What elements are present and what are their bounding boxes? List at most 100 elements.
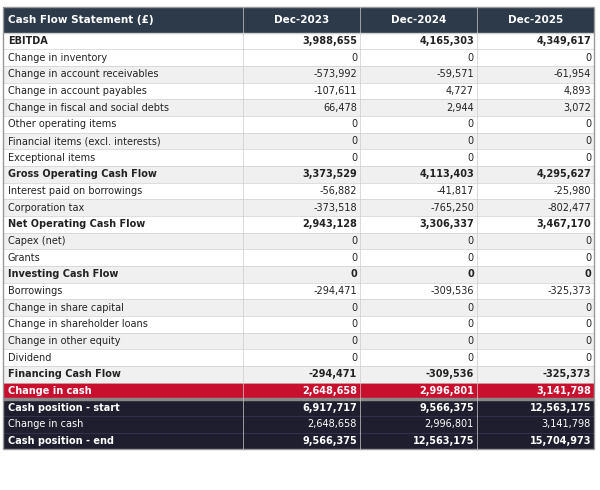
Text: Exceptional items: Exceptional items	[8, 153, 95, 163]
Text: Financing Cash Flow: Financing Cash Flow	[8, 369, 121, 379]
Text: -59,571: -59,571	[436, 70, 474, 79]
Text: -41,817: -41,817	[437, 186, 474, 196]
Text: Capex (net): Capex (net)	[8, 236, 65, 246]
Text: Change in fiscal and social debts: Change in fiscal and social debts	[8, 103, 169, 113]
Text: Interest paid on borrowings: Interest paid on borrowings	[8, 186, 142, 196]
Text: Gross Operating Cash Flow: Gross Operating Cash Flow	[8, 170, 157, 179]
Bar	[3, 116, 594, 133]
Text: 3,141,798: 3,141,798	[542, 419, 591, 429]
Text: 0: 0	[585, 336, 591, 346]
Text: 0: 0	[468, 253, 474, 263]
Text: -325,373: -325,373	[543, 369, 591, 379]
Text: EBITDA: EBITDA	[8, 36, 47, 46]
Bar	[3, 433, 594, 449]
Bar	[3, 83, 594, 99]
Text: -309,536: -309,536	[430, 286, 474, 296]
Text: 0: 0	[351, 253, 357, 263]
Text: Change in other equity: Change in other equity	[8, 336, 120, 346]
Text: Change in share capital: Change in share capital	[8, 303, 124, 313]
Bar	[3, 366, 594, 383]
Text: 0: 0	[585, 319, 591, 329]
Text: -309,536: -309,536	[426, 369, 474, 379]
Bar	[3, 399, 594, 416]
Text: 6,917,717: 6,917,717	[302, 403, 357, 413]
Text: Change in account payables: Change in account payables	[8, 86, 146, 96]
Text: 3,306,337: 3,306,337	[419, 220, 474, 229]
Text: 0: 0	[351, 353, 357, 363]
Text: 4,349,617: 4,349,617	[536, 36, 591, 46]
Text: Change in account receivables: Change in account receivables	[8, 70, 158, 79]
Text: 2,648,658: 2,648,658	[308, 419, 357, 429]
Text: Other operating items: Other operating items	[8, 120, 116, 129]
Bar	[3, 7, 594, 33]
Text: Change in inventory: Change in inventory	[8, 53, 107, 63]
Bar	[3, 33, 594, 49]
Text: -294,471: -294,471	[309, 369, 357, 379]
Bar	[3, 299, 594, 316]
Text: 0: 0	[584, 270, 591, 279]
Text: Cash position - end: Cash position - end	[8, 436, 114, 446]
Bar	[3, 183, 594, 199]
Text: 0: 0	[468, 153, 474, 163]
Text: 0: 0	[585, 236, 591, 246]
Text: -294,471: -294,471	[313, 286, 357, 296]
Text: Cash position - start: Cash position - start	[8, 403, 119, 413]
Text: Net Operating Cash Flow: Net Operating Cash Flow	[8, 220, 145, 229]
Bar	[3, 266, 594, 283]
Text: 2,996,801: 2,996,801	[425, 419, 474, 429]
Text: 0: 0	[467, 270, 474, 279]
Text: 3,373,529: 3,373,529	[302, 170, 357, 179]
Bar	[3, 216, 594, 233]
Text: 3,467,170: 3,467,170	[536, 220, 591, 229]
Text: 0: 0	[351, 153, 357, 163]
Text: 0: 0	[468, 319, 474, 329]
Text: -25,980: -25,980	[554, 186, 591, 196]
Text: 0: 0	[585, 136, 591, 146]
Text: 0: 0	[468, 136, 474, 146]
Text: Dec-2024: Dec-2024	[391, 15, 446, 25]
Text: 0: 0	[468, 336, 474, 346]
Bar	[3, 133, 594, 149]
Text: 0: 0	[351, 319, 357, 329]
Text: -61,954: -61,954	[554, 70, 591, 79]
Bar	[3, 416, 594, 433]
Text: Change in cash: Change in cash	[8, 386, 91, 396]
Bar	[3, 349, 594, 366]
Bar	[3, 49, 594, 66]
Bar	[3, 99, 594, 116]
Text: 2,648,658: 2,648,658	[302, 386, 357, 396]
Text: 12,563,175: 12,563,175	[413, 436, 474, 446]
Text: 0: 0	[585, 53, 591, 63]
Text: Corporation tax: Corporation tax	[8, 203, 84, 213]
Text: -802,477: -802,477	[547, 203, 591, 213]
Text: Grants: Grants	[8, 253, 41, 263]
Text: 2,996,801: 2,996,801	[419, 386, 474, 396]
Text: -56,882: -56,882	[320, 186, 357, 196]
Text: 0: 0	[351, 236, 357, 246]
Text: -373,518: -373,518	[313, 203, 357, 213]
Bar	[3, 249, 594, 266]
Text: 3,141,798: 3,141,798	[536, 386, 591, 396]
Text: 0: 0	[468, 353, 474, 363]
Text: 0: 0	[468, 120, 474, 129]
Text: 0: 0	[585, 353, 591, 363]
Text: 15,704,973: 15,704,973	[530, 436, 591, 446]
Text: 9,566,375: 9,566,375	[419, 403, 474, 413]
Text: Dec-2023: Dec-2023	[274, 15, 329, 25]
Bar	[3, 283, 594, 299]
Text: 3,072: 3,072	[563, 103, 591, 113]
Bar	[3, 199, 594, 216]
Text: 3,988,655: 3,988,655	[302, 36, 357, 46]
Text: 0: 0	[468, 236, 474, 246]
Text: Dividend: Dividend	[8, 353, 51, 363]
Text: -325,373: -325,373	[547, 286, 591, 296]
Text: -107,611: -107,611	[314, 86, 357, 96]
Text: 0: 0	[351, 303, 357, 313]
Text: Investing Cash Flow: Investing Cash Flow	[8, 270, 118, 279]
Text: 0: 0	[585, 303, 591, 313]
Bar	[3, 233, 594, 249]
Text: Borrowings: Borrowings	[8, 286, 62, 296]
Text: 12,563,175: 12,563,175	[530, 403, 591, 413]
Text: 0: 0	[585, 253, 591, 263]
Text: 4,295,627: 4,295,627	[536, 170, 591, 179]
